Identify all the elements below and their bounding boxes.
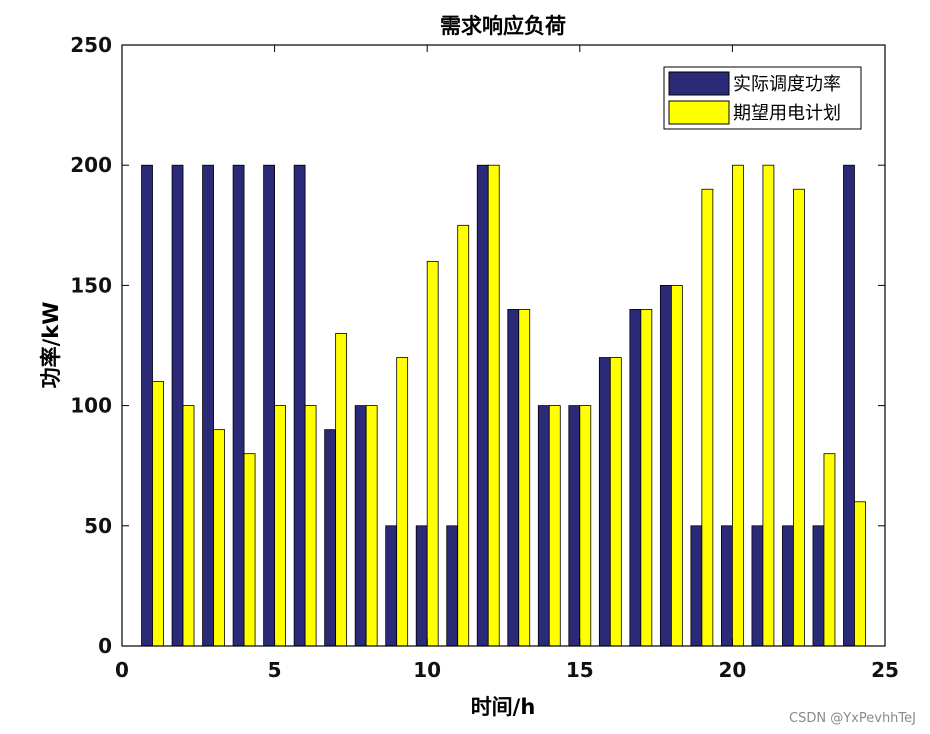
bar-series-1-hour-4 — [232, 164, 245, 647]
bar-series-1-hour-15 — [568, 405, 581, 647]
bar-series-2-hour-21 — [762, 164, 775, 647]
bar-series-1-hour-6 — [293, 164, 306, 647]
chart-title: 需求响应负荷 — [440, 14, 566, 38]
bar-series-2-hour-11 — [457, 224, 470, 647]
bar-series-1-hour-7 — [324, 429, 337, 647]
bar-series-1-hour-12 — [476, 164, 489, 647]
x-tick-label: 0 — [115, 658, 129, 682]
y-tick-label: 250 — [70, 33, 112, 57]
bar-series-2-hour-3 — [213, 429, 225, 647]
bar-series-1-hour-10 — [415, 525, 428, 647]
bar-series-1-hour-9 — [385, 525, 398, 647]
bar-series-2-hour-14 — [548, 405, 561, 647]
bar-series-1-hour-17 — [629, 309, 642, 647]
bar-series-2-hour-2 — [182, 405, 195, 647]
y-tick-label: 200 — [70, 153, 112, 177]
bar-series-2-hour-5 — [274, 405, 286, 647]
y-tick-label: 0 — [98, 634, 112, 658]
x-tick-label: 5 — [268, 658, 282, 682]
bar-series-2-hour-20 — [732, 164, 744, 647]
bar-series-2-hour-19 — [701, 188, 714, 647]
bar-series-2-hour-6 — [304, 405, 317, 647]
bar-series-1-hour-14 — [537, 405, 550, 647]
bar-series-1-hour-2 — [171, 164, 184, 647]
bar-series-2-hour-9 — [396, 357, 409, 647]
y-tick-label: 50 — [84, 514, 112, 538]
y-axis-label: 功率/kW — [39, 302, 63, 389]
legend-swatch-actual — [668, 71, 730, 96]
legend: 实际调度功率 期望用电计划 — [663, 66, 862, 130]
bar-series-1-hour-24 — [843, 164, 855, 647]
bar-series-2-hour-12 — [487, 164, 500, 647]
x-tick-label: 15 — [566, 658, 594, 682]
bar-series-1-hour-13 — [507, 309, 520, 647]
bar-series-2-hour-24 — [854, 501, 866, 647]
bar-series-2-hour-18 — [670, 284, 683, 647]
bar-series-2-hour-10 — [426, 260, 439, 647]
x-tick-label: 10 — [413, 658, 441, 682]
bar-series-1-hour-23 — [812, 525, 825, 647]
bar-series-1-hour-1 — [141, 164, 153, 647]
legend-label-plan: 期望用电计划 — [733, 103, 841, 124]
axes-frame — [121, 44, 886, 647]
bar-series-2-hour-4 — [243, 453, 256, 647]
bar-series-2-hour-17 — [640, 309, 653, 647]
bar-series-2-hour-22 — [793, 188, 805, 647]
x-axis-label: 时间/h — [471, 695, 536, 719]
legend-label-actual: 实际调度功率 — [733, 74, 841, 95]
watermark: CSDN @YxPevhhTeJ — [789, 711, 916, 726]
bar-series-1-hour-8 — [354, 405, 367, 647]
x-tick-label: 25 — [871, 658, 899, 682]
y-tick-label: 100 — [70, 394, 112, 418]
bar-series-1-hour-11 — [446, 525, 459, 647]
bar-series-2-hour-15 — [579, 405, 592, 647]
y-tick-label: 150 — [70, 273, 112, 297]
bar-series-1-hour-16 — [598, 357, 611, 647]
bar-series-1-hour-19 — [690, 525, 703, 647]
bar-series-1-hour-18 — [659, 284, 672, 647]
bar-series-1-hour-20 — [721, 525, 733, 647]
bar-series-1-hour-5 — [263, 164, 275, 647]
bar-series-2-hour-16 — [609, 357, 622, 647]
bar-series-2-hour-1 — [152, 381, 164, 647]
x-tick-label: 20 — [718, 658, 746, 682]
bar-series-1-hour-3 — [202, 164, 214, 647]
bar-series-1-hour-22 — [782, 525, 794, 647]
bar-series-2-hour-13 — [518, 309, 531, 647]
bar-series-2-hour-7 — [335, 333, 348, 647]
bar-series-2-hour-23 — [823, 453, 836, 647]
bar-series-1-hour-21 — [751, 525, 764, 647]
bar-series-2-hour-8 — [365, 405, 378, 647]
legend-swatch-plan — [668, 100, 730, 125]
